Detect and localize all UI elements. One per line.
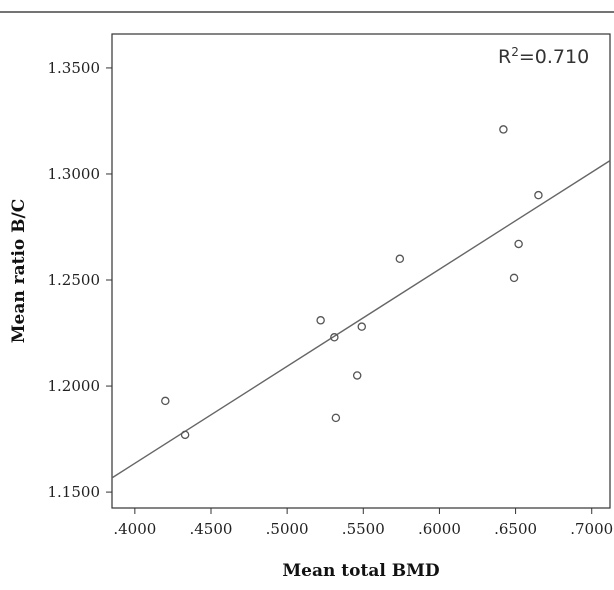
y-axis-title: Mean ratio B/C: [9, 199, 29, 344]
x-tick-label: .6500: [494, 520, 537, 538]
x-tick-label: .5500: [342, 520, 385, 538]
data-point: [352, 371, 362, 380]
r-squared-annotation: R2=0.710: [498, 45, 589, 68]
data-point: [180, 430, 190, 440]
y-tick-label: 1.3000: [48, 165, 101, 183]
x-tick-label: .4000: [113, 520, 156, 538]
x-tick-label: .4500: [190, 520, 233, 538]
data-point: [395, 254, 405, 264]
x-tick-label: .7000: [570, 520, 613, 538]
y-tick-label: 1.1500: [48, 483, 101, 501]
data-point: [357, 322, 367, 331]
data-point: [499, 125, 508, 134]
y-tick-label: 1.2000: [48, 377, 101, 395]
data-points: [161, 125, 543, 440]
data-point: [316, 316, 325, 325]
y-tick-label: 1.3500: [48, 59, 101, 77]
data-point: [161, 396, 170, 406]
plot-area: [111, 33, 611, 509]
data-point: [509, 273, 519, 283]
x-axis: .4000 .4500 .5000 .5500 .6000 .6500 .7000: [113, 508, 613, 538]
x-axis-title: Mean total BMD: [282, 561, 440, 581]
data-point: [331, 413, 341, 423]
data-point: [534, 190, 543, 200]
x-tick-label: .5000: [266, 520, 309, 538]
y-axis: 1.1500 1.2000 1.2500 1.3000 1.3500: [48, 59, 112, 501]
data-point: [514, 239, 523, 249]
regression-line: [111, 160, 611, 479]
x-tick-label: .6000: [418, 520, 461, 538]
y-tick-label: 1.2500: [48, 271, 101, 289]
data-point: [330, 333, 339, 342]
